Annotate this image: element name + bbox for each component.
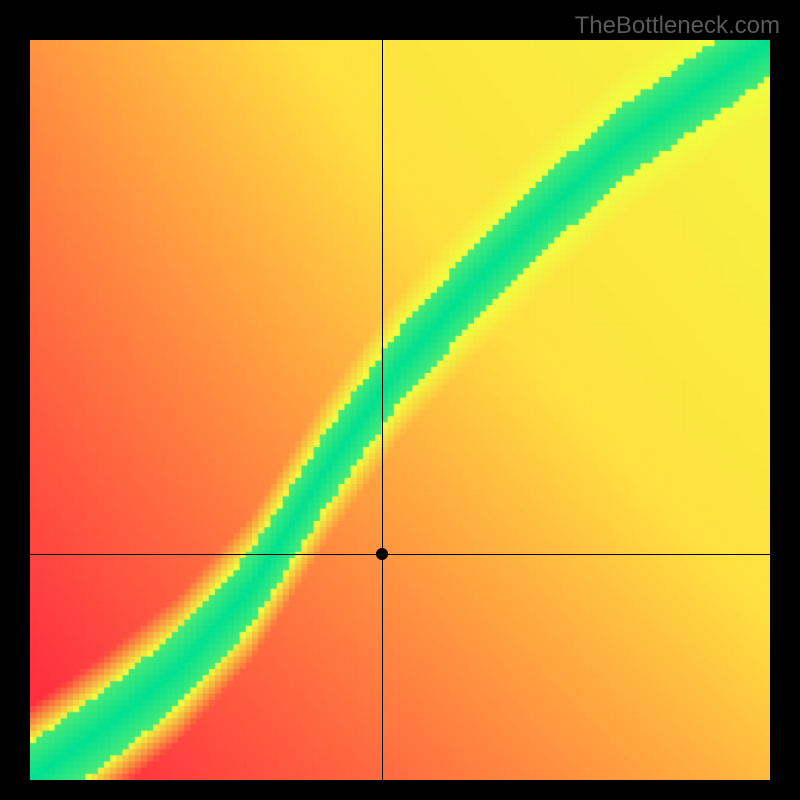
crosshair-horizontal bbox=[30, 554, 770, 555]
selection-marker bbox=[376, 548, 388, 560]
crosshair-vertical bbox=[382, 40, 383, 780]
heatmap-chart bbox=[30, 40, 770, 780]
heatmap-canvas bbox=[30, 40, 770, 780]
watermark-text: TheBottleneck.com bbox=[575, 12, 780, 40]
